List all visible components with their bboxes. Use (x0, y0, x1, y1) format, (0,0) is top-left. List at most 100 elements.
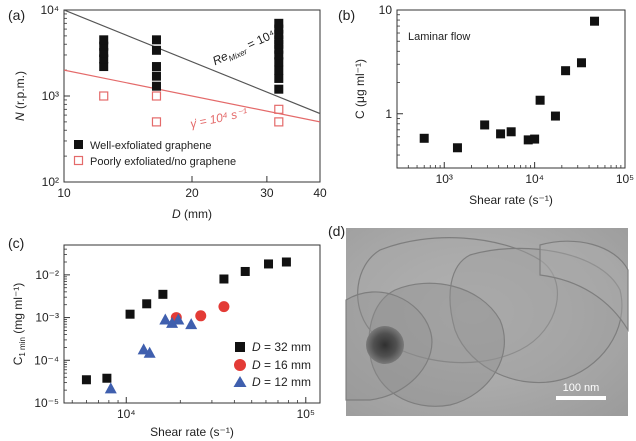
panel-c-xlabel: Shear rate (s⁻¹) (150, 425, 234, 439)
panel-b-point (419, 133, 429, 143)
panel-a-xtick-label: 40 (313, 186, 327, 200)
legend-marker-well (74, 140, 83, 149)
flake-outline-1 (357, 237, 558, 364)
panel-a-xlabel: D (mm) (172, 207, 212, 221)
legend-label-16mm: D = 16 mm (252, 358, 311, 372)
legend-label-32mm: D = 32 mm (252, 340, 311, 354)
panel-a-ylabel: N (r.p.m.) (13, 71, 27, 121)
panel-c-ytick-label: 10⁻⁵ (34, 396, 59, 410)
panel-c-point (240, 266, 250, 276)
panel-b-ylabel: C (μg ml⁻¹) (353, 59, 367, 119)
panel-a-point (151, 91, 162, 101)
panel-b-point (576, 58, 586, 68)
panel-c-point (264, 259, 274, 269)
panel-c-legend: D = 32 mm D = 16 mm D = 12 mm (233, 340, 311, 389)
panel-c-ytick-label: 10⁻⁴ (34, 353, 59, 367)
panel-a-point (274, 65, 284, 75)
panel-a-xtick-label: 30 (260, 186, 274, 200)
panel-a-point (99, 91, 109, 101)
legend-marker-16mm (234, 359, 246, 371)
panel-a-ytick-label: 10⁴ (40, 3, 59, 17)
panel-a-point (274, 24, 284, 34)
panel-c-point (137, 343, 150, 355)
panel-a-point (274, 29, 284, 39)
panel-c-point (159, 313, 172, 325)
panel-a-point (274, 57, 284, 67)
panel-c-point (218, 301, 230, 313)
legend-label-well: Well-exfoliated graphene (90, 140, 211, 152)
legend-marker-32mm (235, 342, 245, 352)
panel-a-point (151, 81, 161, 91)
panel-b-point (452, 143, 462, 153)
panel-b-point (480, 120, 490, 130)
panel-b-ytick-label: 10 (379, 3, 393, 17)
tem-micrograph: 100 nm (345, 228, 629, 416)
re-main-text: Re (210, 49, 230, 68)
re-value-text: = 10⁴ (242, 27, 277, 53)
panel-b-point (496, 129, 506, 139)
panel-c-point (158, 289, 168, 299)
panel-a-xtick-label: 20 (185, 186, 199, 200)
panel-a-point (274, 104, 284, 114)
laminar-flow-annotation: Laminar flow (408, 31, 470, 43)
panel-c-ytick-label: 10⁻³ (35, 311, 59, 325)
panel-a-point (151, 62, 161, 72)
legend-label-12mm: D = 12 mm (252, 375, 311, 389)
panel-a-point (99, 35, 109, 45)
panel-c-point (125, 309, 135, 319)
panel-c-point (104, 382, 117, 394)
panel-c-point (185, 318, 198, 330)
panel-c-point (195, 310, 207, 322)
panel-a-legend: Well-exfoliated graphene Poorly exfoliat… (73, 140, 236, 168)
panel-a-point (274, 18, 284, 28)
panel-b-xlabel: Shear rate (s⁻¹) (469, 193, 553, 207)
panel-a-xtick-label: 10 (57, 186, 71, 200)
legend-marker-poor (73, 155, 84, 166)
legend-label-poor: Poorly exfoliated/no graphene (90, 156, 236, 168)
panel-a-point (99, 54, 109, 64)
panel-a-chart: 10 20 30 40 10² 10³ 10⁴ ReMixer = 10⁴ γ̇ = 10⁴… (13, 3, 327, 221)
flake-outline-2 (449, 247, 623, 384)
panel-a-point (99, 48, 109, 58)
panel-a-point (151, 35, 161, 45)
legend-marker-12mm (233, 376, 247, 387)
panel-a-point (274, 35, 284, 45)
panel-a-point (274, 50, 284, 60)
panel-b-point (590, 16, 600, 26)
panel-a-point (274, 117, 284, 127)
panel-label-b: (b) (338, 7, 355, 23)
panel-b-point (523, 135, 533, 145)
reynolds-line (64, 10, 320, 115)
panel-b-xtick-label: 10³ (436, 172, 453, 186)
panel-b-point (535, 95, 545, 105)
panel-c-point (142, 299, 152, 309)
panel-b-point (506, 127, 516, 137)
panel-b-point (530, 134, 540, 144)
panel-a-point (99, 62, 109, 72)
panel-label-d: (d) (328, 223, 345, 239)
panel-c-point (172, 313, 185, 325)
panel-c-point (81, 375, 91, 385)
panel-b-chart: 10³ 10⁴ 10⁵ 1 10 Laminar flow Shear rate (s⁻… (353, 3, 634, 207)
panel-c-xtick-label: 10⁴ (117, 407, 136, 421)
panel-a-ytick-label: 10² (42, 175, 59, 189)
panel-c-xtick-label: 10⁵ (297, 407, 315, 421)
panel-c-ytick-label: 10⁻² (35, 268, 59, 282)
panel-c-point (166, 316, 179, 328)
panel-a-point (99, 41, 109, 51)
gamma-annotation: γ̇ = 10⁴ s⁻¹ (189, 105, 249, 131)
panel-a-point (274, 73, 284, 83)
panel-a-point (151, 117, 162, 127)
panel-b-frame (396, 9, 626, 169)
scale-bar-label: 100 nm (563, 382, 600, 394)
panel-c-ylabel: C1 min (mg ml⁻¹) (11, 283, 27, 366)
panel-c-chart: 10⁴ 10⁵ 10⁻⁵ 10⁻⁴ 10⁻³ 10⁻² D = 32 mm D = 16 … (11, 244, 321, 439)
panel-a-point (274, 84, 284, 94)
panel-b-ytick-label: 1 (385, 107, 392, 121)
panel-c-point (102, 373, 112, 383)
panel-b-xtick-label: 10⁵ (616, 172, 634, 186)
panel-label-c: (c) (8, 235, 24, 251)
re-mixer-annotation: ReMixer = 10⁴ (210, 27, 278, 70)
panel-b-xtick-label: 10⁴ (525, 172, 544, 186)
